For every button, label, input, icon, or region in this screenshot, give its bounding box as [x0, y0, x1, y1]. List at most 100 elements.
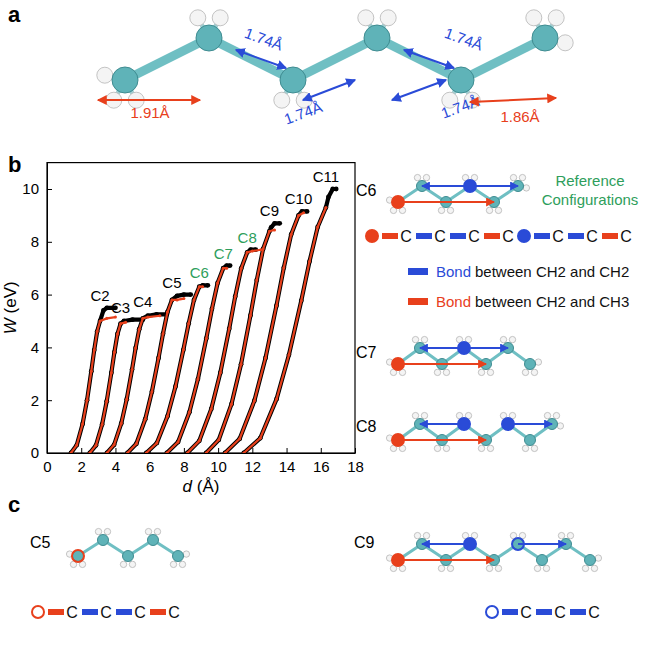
hydrogen-atom	[120, 561, 126, 567]
hydrogen-atom	[519, 174, 525, 180]
series-point	[105, 452, 108, 454]
chain-atom: C	[134, 604, 146, 621]
series-point	[119, 322, 122, 325]
y-tick-label: 2	[31, 392, 39, 409]
hydrogen-atom	[412, 412, 418, 418]
series-label: C10	[285, 190, 313, 207]
series-point	[110, 371, 113, 374]
series-point	[222, 267, 225, 270]
series-point	[125, 398, 128, 401]
figure: a1.74Å1.74Å1.74Å1.74Å1.91Å1.86Åb02468101…	[0, 0, 661, 649]
chain-site	[518, 230, 530, 242]
legend-word: Bond	[436, 293, 471, 310]
carbon-atom	[459, 343, 470, 354]
chain-atom: C	[168, 604, 180, 621]
distance-label: 1.74Å	[443, 24, 486, 53]
y-axis-line	[47, 163, 48, 453]
carbon-atom	[459, 419, 470, 430]
x-tick: 14	[279, 448, 296, 475]
y-tick: 2	[31, 392, 52, 409]
chain-bond	[82, 609, 98, 615]
cc-bond	[377, 38, 461, 80]
chain-atom: C	[434, 228, 446, 245]
distance-label: 1.86Å	[500, 108, 539, 125]
carbon-atom	[465, 181, 476, 192]
carbon-atom	[123, 551, 134, 562]
chain-atom: C	[554, 604, 566, 621]
hydrogen-atom	[591, 565, 597, 571]
hydrogen-atom	[510, 174, 516, 180]
series-label: C5	[162, 274, 181, 291]
panel-a: a1.74Å1.74Å1.74Å1.74Å1.91Å1.86Å	[8, 2, 573, 128]
series-point	[69, 452, 72, 454]
x-tick-mark	[115, 448, 116, 453]
carbon-atom	[112, 67, 138, 93]
series-point	[81, 422, 84, 425]
series-point	[210, 407, 213, 410]
series-point	[94, 444, 97, 447]
hydrogen-atom	[380, 10, 396, 26]
distance-label: 1.91Å	[130, 104, 169, 121]
series-point	[326, 195, 331, 200]
series-point	[134, 346, 137, 349]
hydrogen-atom	[531, 445, 537, 451]
hydrogen-atom	[97, 67, 113, 83]
site-marker	[464, 180, 476, 192]
x-tick-mark	[81, 448, 82, 453]
series-point	[201, 285, 204, 288]
x-tick-label: 16	[313, 458, 330, 475]
x-tick-label: 0	[43, 458, 51, 475]
hydrogen-atom	[434, 369, 440, 375]
series-point	[126, 452, 129, 454]
hydrogen-atom	[274, 92, 290, 108]
distance-arrow	[398, 439, 486, 441]
series-point	[219, 371, 222, 374]
series-point	[175, 294, 180, 299]
series-point	[186, 452, 189, 454]
hydrogen-atom	[423, 532, 429, 538]
series-point	[145, 452, 148, 454]
hydrogen-atom	[543, 565, 549, 571]
legend-swatch	[408, 268, 428, 275]
distance-arrow	[422, 543, 470, 545]
chain-atom: C	[520, 604, 532, 621]
chain-bond	[602, 233, 618, 239]
series-point	[230, 403, 233, 406]
series-point	[198, 285, 201, 288]
series-point	[225, 267, 228, 270]
carbon-atom	[393, 435, 404, 446]
distance-arrow	[398, 559, 494, 561]
series-line	[107, 314, 167, 453]
chain-atom: C	[552, 228, 564, 245]
series-point	[259, 437, 262, 440]
series-point	[166, 311, 169, 314]
hydrogen-atom	[595, 555, 601, 561]
series-point	[275, 304, 278, 307]
series-point	[242, 452, 245, 454]
series-point	[130, 317, 135, 322]
carbon-atom	[537, 555, 548, 566]
series-point	[155, 441, 158, 444]
hydrogen-atom	[544, 412, 550, 418]
series-point	[166, 415, 169, 418]
series-point	[188, 292, 193, 297]
site-marker	[392, 434, 404, 446]
site-marker	[392, 554, 404, 566]
series-point	[302, 211, 305, 214]
hydrogen-atom	[412, 336, 418, 342]
series-point	[174, 385, 177, 388]
hydrogen-atom	[212, 10, 228, 26]
series-point	[75, 444, 78, 447]
series-point	[182, 297, 185, 300]
series-point	[182, 348, 185, 351]
chain-site	[366, 230, 378, 242]
series-line	[206, 230, 274, 453]
chain-bond	[382, 233, 398, 239]
molecule-label: C7	[356, 344, 377, 361]
panel-label: b	[8, 152, 21, 177]
hydrogen-atom	[145, 528, 151, 534]
hydrogen-atom	[523, 185, 529, 191]
series-line	[127, 299, 183, 453]
x-tick-label: 6	[146, 458, 154, 475]
hydrogen-atom	[486, 207, 492, 213]
